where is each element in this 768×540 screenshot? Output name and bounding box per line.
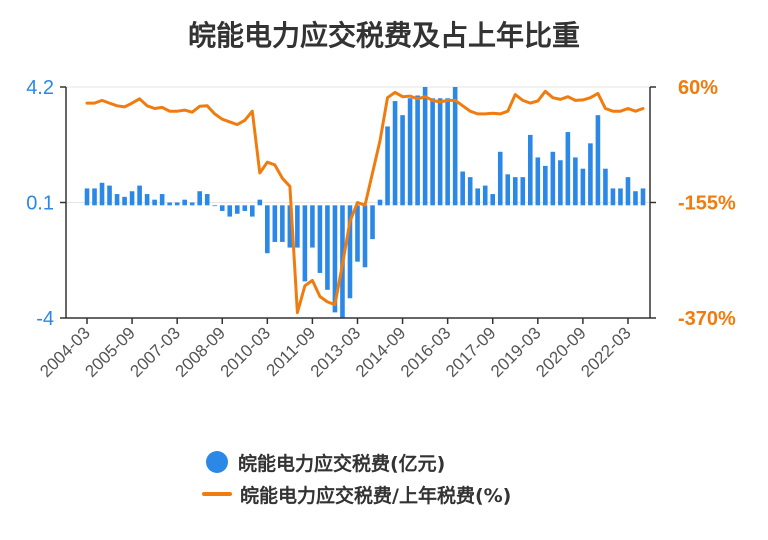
bar-71 xyxy=(618,188,623,206)
bar-53 xyxy=(482,185,488,206)
legend-line-marker xyxy=(202,492,232,496)
chart-canvas: 4.20.1-460%-155%-370%2004-032005-092007-… xyxy=(26,77,736,381)
bar-64 xyxy=(565,132,571,206)
bar-63 xyxy=(558,160,563,206)
bar-25 xyxy=(272,205,278,242)
bar-47 xyxy=(437,98,443,206)
right-tick-label-1: -155% xyxy=(678,193,736,215)
bar-10 xyxy=(159,194,165,206)
bar-39 xyxy=(377,199,383,206)
left-tick-label-1: 0.1 xyxy=(26,193,54,215)
bar-27 xyxy=(287,205,293,248)
bar-14 xyxy=(189,202,195,206)
bar-11 xyxy=(167,202,172,206)
bar-49 xyxy=(452,87,458,206)
bar-19 xyxy=(227,205,233,217)
chart-title: 皖能电力应交税费及占上年比重 xyxy=(187,19,580,52)
x-tick-label-12: 2022-03 xyxy=(577,323,635,381)
bar-31 xyxy=(317,205,323,273)
bar-38 xyxy=(370,205,375,240)
bar-67 xyxy=(588,143,593,206)
bar-54 xyxy=(490,194,496,206)
bar-45 xyxy=(422,87,428,206)
bar-46 xyxy=(430,98,435,206)
left-tick-label-0: 4.2 xyxy=(26,77,54,99)
legend-item-line[interactable]: 皖能电力应交税费/上年税费(%) xyxy=(200,478,511,510)
bar-23 xyxy=(257,199,263,206)
bar-61 xyxy=(543,165,548,206)
bar-59 xyxy=(527,134,533,206)
bar-32 xyxy=(325,205,330,290)
bar-40 xyxy=(385,126,390,206)
legend-item-bar[interactable]: 皖能电力应交税费(亿元) xyxy=(200,446,511,478)
bar-69 xyxy=(603,168,608,206)
bar-26 xyxy=(280,205,285,242)
legend-bar-marker xyxy=(206,451,228,473)
bar-65 xyxy=(573,157,578,206)
bar-72 xyxy=(625,177,631,206)
bar-12 xyxy=(174,202,180,206)
bar-13 xyxy=(182,199,187,206)
line-series xyxy=(85,89,645,315)
bar-7 xyxy=(137,185,142,206)
bar-22 xyxy=(249,205,255,217)
bar-73 xyxy=(633,191,638,206)
bar-58 xyxy=(520,177,526,206)
bar-0 xyxy=(84,188,90,206)
bar-68 xyxy=(595,115,601,206)
legend-bar-label: 皖能电力应交税费(亿元) xyxy=(238,452,446,475)
bar-44 xyxy=(415,95,420,206)
bar-28 xyxy=(295,205,300,248)
right-tick-label-2: -370% xyxy=(678,308,736,330)
bar-16 xyxy=(204,194,210,206)
bar-8 xyxy=(144,194,150,206)
bar-52 xyxy=(475,188,481,206)
bar-29 xyxy=(302,205,308,282)
bar-30 xyxy=(310,205,315,248)
bar-37 xyxy=(362,205,368,268)
bar-24 xyxy=(265,205,270,254)
bar-36 xyxy=(355,205,360,262)
bar-57 xyxy=(512,177,518,206)
bar-62 xyxy=(550,151,556,206)
bar-9 xyxy=(152,199,157,206)
bar-6 xyxy=(129,191,135,206)
bar-60 xyxy=(535,157,541,206)
legend-line-label: 皖能电力应交税费/上年税费(%) xyxy=(240,484,512,507)
bar-50 xyxy=(460,171,465,206)
bar-42 xyxy=(400,115,405,206)
bar-70 xyxy=(610,188,616,206)
bar-2 xyxy=(99,182,105,206)
bar-17 xyxy=(212,205,218,207)
bar-4 xyxy=(114,194,120,206)
bar-74 xyxy=(640,188,646,206)
bar-66 xyxy=(580,168,586,206)
bar-56 xyxy=(505,174,511,206)
bar-48 xyxy=(445,98,450,206)
bar-35 xyxy=(347,205,353,299)
bar-20 xyxy=(234,205,240,214)
bar-5 xyxy=(122,196,127,206)
bar-21 xyxy=(242,205,248,211)
bar-18 xyxy=(219,205,225,211)
bar-33 xyxy=(332,205,338,313)
right-tick-label-0: 60% xyxy=(678,77,718,99)
bar-1 xyxy=(92,188,97,206)
legend: 皖能电力应交税费(亿元) 皖能电力应交税费/上年税费(%) xyxy=(200,446,511,510)
x-tick-label-4: 2010-03 xyxy=(217,323,275,381)
bar-41 xyxy=(392,101,398,206)
bar-43 xyxy=(407,98,413,206)
left-tick-label-2: -4 xyxy=(36,308,54,330)
bar-55 xyxy=(497,151,503,206)
bar-15 xyxy=(197,191,203,206)
bar-3 xyxy=(107,185,112,206)
bar-51 xyxy=(467,177,473,206)
